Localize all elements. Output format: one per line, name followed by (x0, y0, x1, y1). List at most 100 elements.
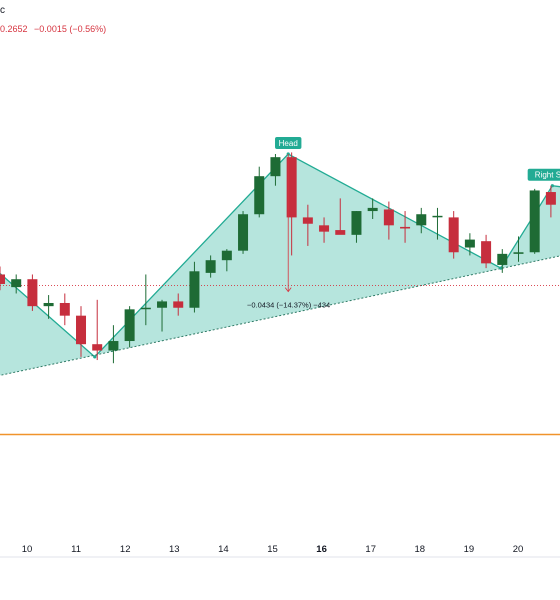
candle-body (367, 207, 378, 212)
x-tick-label-1: 11 (71, 544, 81, 555)
candle-11 (173, 293, 184, 316)
candle-26 (416, 207, 427, 234)
candle-19 (302, 204, 313, 246)
candle-body (92, 344, 103, 351)
pattern-point-3 (550, 184, 554, 188)
candle-body (400, 226, 411, 229)
candle-34 (545, 185, 556, 218)
candle-body (464, 239, 475, 248)
candle-body (481, 241, 492, 264)
pattern-point-2 (499, 266, 503, 270)
candle-body (448, 217, 459, 253)
candle-4 (59, 293, 70, 326)
candle-body (27, 279, 38, 307)
pattern-label-0: Head (275, 137, 302, 149)
candlestick-series (0, 152, 556, 364)
candle-body (157, 301, 168, 308)
candle-body (0, 274, 5, 284)
pattern-labels: Head Right Sho (275, 137, 560, 181)
candle-body (11, 279, 22, 288)
candle-body (529, 190, 540, 253)
candle-23 (367, 198, 378, 219)
candle-body (76, 315, 87, 345)
x-tick-label-8: 18 (415, 544, 426, 555)
candle-body (205, 260, 216, 273)
candle-body (221, 250, 232, 261)
candle-body (108, 341, 119, 351)
candle-17 (270, 154, 281, 186)
candle-29 (464, 233, 475, 256)
candle-2 (27, 274, 38, 311)
candle-21 (335, 198, 346, 235)
price-range-measure[interactable]: −0.0434 (−14.37%) −434 (247, 154, 330, 310)
candle-body (351, 211, 362, 235)
ohlc-change-value: −0.0015 (−0.56%) (34, 24, 107, 34)
candle-body (319, 225, 330, 232)
candle-body (513, 252, 524, 254)
x-tick-label-2: 12 (120, 544, 131, 555)
candle-8 (124, 306, 135, 348)
candle-7 (108, 325, 119, 364)
candle-9 (140, 274, 151, 326)
pattern-label-text: Right Sho (535, 171, 560, 180)
candle-15 (238, 211, 249, 254)
candle-body (189, 271, 200, 308)
pattern-fill-area (0, 154, 560, 376)
candle-16 (254, 166, 265, 218)
candle-28 (448, 211, 459, 259)
candle-body (286, 157, 297, 218)
candle-3 (43, 295, 54, 319)
candle-31 (497, 249, 508, 273)
candle-27 (432, 207, 443, 240)
x-tick-label-5: 15 (267, 544, 278, 555)
candle-body (238, 214, 249, 251)
pattern-label-bg (527, 168, 560, 181)
candle-body (497, 253, 508, 265)
candle-body (335, 230, 346, 235)
candle-body (302, 217, 313, 224)
ohlc-close-value: 0.2652 (0, 24, 28, 34)
measure-arrowhead (284, 287, 292, 293)
time-axis[interactable]: 10 11 12 13 14 15 16 17 18 19 20 (22, 544, 524, 555)
x-tick-label-9: 19 (464, 544, 475, 555)
candle-10 (157, 299, 168, 332)
x-tick-label-10: 20 (513, 544, 524, 555)
candle-0 (0, 266, 5, 291)
x-tick-label-3: 13 (169, 544, 180, 555)
candle-20 (319, 217, 330, 243)
pattern-label-text: Head (279, 139, 298, 148)
symbol-title-fragment: c (0, 5, 5, 16)
candle-body (43, 302, 54, 307)
candle-body (140, 307, 151, 310)
candle-body (416, 214, 427, 226)
candle-18 (286, 152, 297, 256)
candle-24 (383, 201, 394, 240)
pattern-label-1: Right Sho (527, 168, 560, 181)
chart-lines (0, 285, 560, 436)
x-tick-label-7: 17 (365, 544, 376, 555)
candle-14 (221, 249, 232, 272)
x-tick-label-0: 10 (22, 544, 33, 555)
candle-5 (76, 306, 87, 357)
candle-25 (400, 211, 411, 243)
neckline (0, 255, 560, 376)
candle-body (173, 301, 184, 308)
candle-body (254, 176, 265, 215)
measure-label: −0.0434 (−14.37%) −434 (247, 301, 330, 310)
candle-6 (92, 299, 103, 361)
candle-30 (481, 234, 492, 269)
x-tick-label-6: 16 (316, 544, 327, 555)
candle-22 (351, 211, 362, 243)
candle-33 (529, 188, 540, 254)
x-tick-label-4: 14 (218, 544, 229, 555)
candle-body (59, 302, 70, 316)
candle-body (383, 209, 394, 226)
candle-13 (205, 255, 216, 278)
candle-body (545, 192, 556, 205)
candle-32 (513, 236, 524, 262)
candle-body (270, 157, 281, 177)
candle-1 (11, 274, 22, 294)
ohlc-legend: 0.2652 −0.0015 (−0.56%) (0, 24, 110, 34)
candle-body (124, 309, 135, 342)
